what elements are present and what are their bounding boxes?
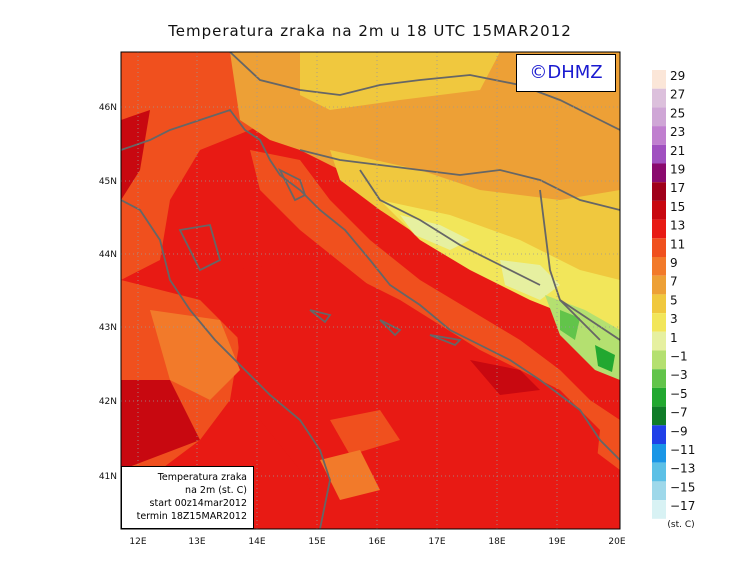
legend-swatch [652,444,666,463]
lat-tick: 44N [99,250,117,260]
legend-swatch [652,369,666,388]
legend-swatch [652,481,666,501]
legend-swatch [652,294,666,314]
info-line: start 00z14mar2012 [149,498,247,509]
lon-tick: 20E [608,537,625,547]
legend-label: −17 [670,499,695,513]
legend-label: 3 [670,312,678,326]
lon-tick: 13E [188,537,205,547]
legend-swatch [652,88,666,108]
legend-swatch [652,182,666,201]
legend-label: −9 [670,424,688,438]
lat-tick: 42N [99,397,117,407]
legend-label: 9 [670,256,678,270]
coastlines [121,52,620,529]
legend-swatch [652,331,666,351]
legend-swatch [652,126,666,145]
lon-tick: 16E [368,537,385,547]
legend-swatch [652,500,666,519]
legend-label: 27 [670,88,685,102]
dhmz-logo: ©DHMZ [516,54,616,92]
legend-swatch [652,200,666,220]
lon-tick: 15E [308,537,325,547]
map-title: Temperatura zraka na 2m u 18 UTC 15MAR20… [168,22,572,40]
legend-swatch [652,350,666,370]
legend-swatch [652,219,666,239]
legend-label: 15 [670,200,685,214]
legend-label: −13 [670,462,695,476]
lat-tick: 46N [99,103,117,113]
legend-label: 1 [670,331,678,345]
legend-label: 13 [670,219,685,233]
legend-label: −3 [670,368,688,382]
info-line: na 2m (st. C) [185,485,247,496]
info-box: Temperatura zraka na 2m (st. C) start 00… [121,466,254,529]
legend-label: 23 [670,125,685,139]
legend-swatch [652,107,666,127]
legend-swatch [652,313,666,332]
legend-swatch [652,425,666,444]
legend-swatch [652,70,666,89]
legend-label: −1 [670,350,688,364]
legend-swatch [652,406,666,426]
legend-label: 5 [670,293,678,307]
legend-swatch [652,144,666,164]
legend-label: −11 [670,443,695,457]
lon-tick: 12E [129,537,146,547]
legend-unit: (st. C) [667,520,694,530]
lon-ticks: 12E 13E 14E 15E 16E 17E 18E 19E 20E [129,537,625,547]
legend-label: −15 [670,480,695,494]
legend-swatch [652,163,666,183]
legend-label: 29 [670,69,685,83]
map-frame [120,51,621,530]
legend-swatch [652,462,666,482]
lon-tick: 18E [488,537,505,547]
lat-tick: 45N [99,177,117,187]
lat-ticks: 46N 45N 44N 43N 42N 41N [99,103,117,482]
legend-label: 25 [670,106,685,120]
info-line: termin 18Z15MAR2012 [136,511,247,522]
lon-tick: 19E [548,537,565,547]
lat-tick: 43N [99,323,117,333]
legend-label: 11 [670,237,685,251]
legend-label: 7 [670,275,678,289]
info-line: Temperatura zraka [157,472,247,483]
lon-tick: 17E [428,537,445,547]
legend-label: 21 [670,144,685,158]
legend-label: 17 [670,181,685,195]
lat-tick: 41N [99,472,117,482]
temperature-field [121,52,620,529]
lon-tick: 14E [248,537,265,547]
legend-label: −7 [670,406,688,420]
legend-swatch [652,257,666,276]
legend-swatch [652,238,666,257]
color-legend: 29 27 25 23 21 19 17 15 13 11 9 7 5 3 1 −1 −3 −5 −7 −9 −11 −1… [652,69,695,519]
legend-label: −5 [670,387,688,401]
legend-swatch [652,387,666,407]
legend-label: 19 [670,163,685,177]
legend-swatch [652,275,666,295]
